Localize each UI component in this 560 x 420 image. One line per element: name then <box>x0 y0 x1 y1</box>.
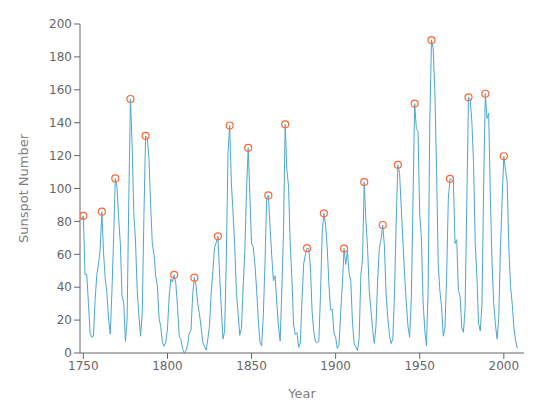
svg-text:120: 120 <box>49 149 72 163</box>
svg-text:160: 160 <box>49 83 72 97</box>
svg-text:Year: Year <box>287 386 316 401</box>
svg-text:1900: 1900 <box>320 359 351 373</box>
svg-text:100: 100 <box>49 182 72 196</box>
svg-text:1850: 1850 <box>236 359 267 373</box>
svg-text:40: 40 <box>57 280 72 294</box>
svg-text:140: 140 <box>49 116 72 130</box>
svg-text:2000: 2000 <box>489 359 520 373</box>
svg-text:80: 80 <box>57 215 72 229</box>
svg-text:1800: 1800 <box>152 359 183 373</box>
svg-text:60: 60 <box>57 248 72 262</box>
svg-text:Sunspot Number: Sunspot Number <box>16 133 31 243</box>
svg-text:20: 20 <box>57 313 72 327</box>
svg-text:200: 200 <box>49 17 72 31</box>
svg-text:180: 180 <box>49 50 72 64</box>
svg-text:1750: 1750 <box>68 359 99 373</box>
svg-text:1950: 1950 <box>404 359 435 373</box>
svg-text:0: 0 <box>64 346 72 360</box>
